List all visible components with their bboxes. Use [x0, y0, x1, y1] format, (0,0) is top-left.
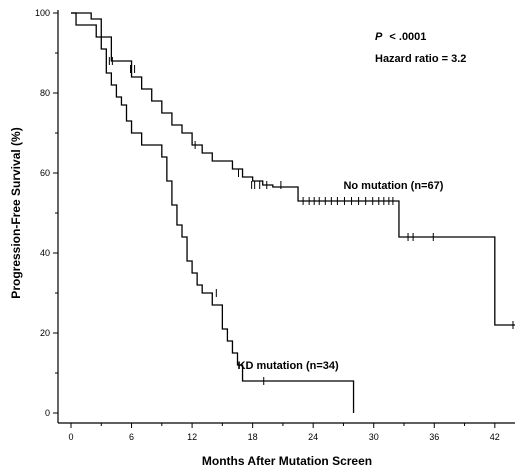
x-tick-label: 0 [68, 432, 73, 442]
y-tick-label: 0 [45, 408, 50, 418]
x-tick-label: 18 [248, 432, 258, 442]
x-tick-label: 24 [308, 432, 318, 442]
x-tick-label: 30 [369, 432, 379, 442]
y-tick-label: 20 [40, 328, 50, 338]
p-value-annotation: P < .0001 [375, 31, 426, 43]
axes: 0 6 12 18 24 30 36 42 0 20 40 60 80 100 [35, 8, 515, 442]
y-tick-label: 40 [40, 248, 50, 258]
chart-labels: P < .0001 Hazard ratio = 3.2 Months Afte… [9, 31, 466, 467]
series-label-2: KD mutation (n=34) [238, 360, 339, 372]
series-line-2 [71, 12, 355, 413]
survival-curves [71, 12, 515, 413]
x-axis-label: Months After Mutation Screen [202, 454, 372, 467]
y-tick-label: 100 [35, 8, 50, 18]
hazard-ratio-annotation: Hazard ratio = 3.2 [375, 53, 466, 65]
series-line-1 [71, 12, 515, 326]
p-value-text: < .0001 [389, 31, 426, 43]
y-tick-label: 80 [40, 88, 50, 98]
p-value-label: P [375, 31, 383, 43]
y-axis-label: Progression-Free Survival (%) [9, 127, 23, 298]
x-tick-label: 36 [429, 432, 439, 442]
x-tick-label: 42 [490, 432, 500, 442]
x-tick-label: 6 [129, 432, 134, 442]
x-tick-label: 12 [187, 432, 197, 442]
series-label-1: No mutation (n=67) [343, 180, 443, 192]
y-tick-label: 60 [40, 168, 50, 178]
